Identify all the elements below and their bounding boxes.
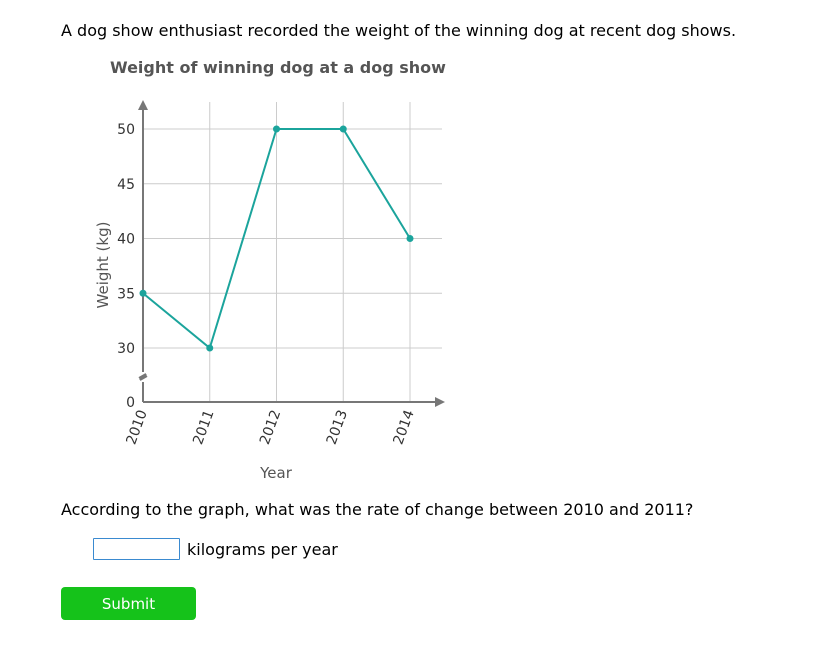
question-text: According to the graph, what was the rat…: [61, 500, 694, 519]
answer-unit: kilograms per year: [187, 539, 338, 559]
y-tick-label: 40: [117, 232, 135, 248]
data-point: [206, 344, 214, 352]
y-axis-label: Weight (kg): [94, 222, 112, 309]
y-axis-arrow: [138, 100, 148, 110]
intro-text: A dog show enthusiast recorded the weigh…: [61, 21, 737, 40]
x-axis-label: Year: [259, 464, 293, 482]
y-tick-label: 35: [117, 286, 135, 302]
chart-title: Weight of winning dog at a dog show: [110, 58, 446, 77]
x-tick-label: 2012: [257, 408, 284, 447]
x-tick-label: 2010: [124, 408, 151, 447]
answer-row: kilograms per year: [93, 537, 338, 561]
x-tick-label: 2014: [391, 408, 418, 447]
answer-input[interactable]: [93, 538, 180, 560]
y-tick-label: 0: [126, 395, 135, 411]
data-point: [139, 289, 147, 297]
data-point: [339, 125, 347, 133]
x-tick-label: 2013: [324, 408, 351, 447]
data-point: [273, 125, 280, 133]
x-axis-arrow: [435, 397, 445, 407]
x-tick-label: 2011: [190, 408, 217, 447]
data-point: [406, 235, 414, 242]
y-tick-label: 30: [117, 341, 135, 357]
y-axis-break: [138, 373, 148, 381]
weight-line-chart: 0 30 35 40 45 50 2010 2011 2012 2013 2014 Year Weigh…: [94, 100, 445, 482]
submit-button[interactable]: Submit: [61, 587, 196, 620]
y-tick-label: 50: [117, 122, 135, 138]
y-tick-label: 45: [117, 177, 135, 193]
